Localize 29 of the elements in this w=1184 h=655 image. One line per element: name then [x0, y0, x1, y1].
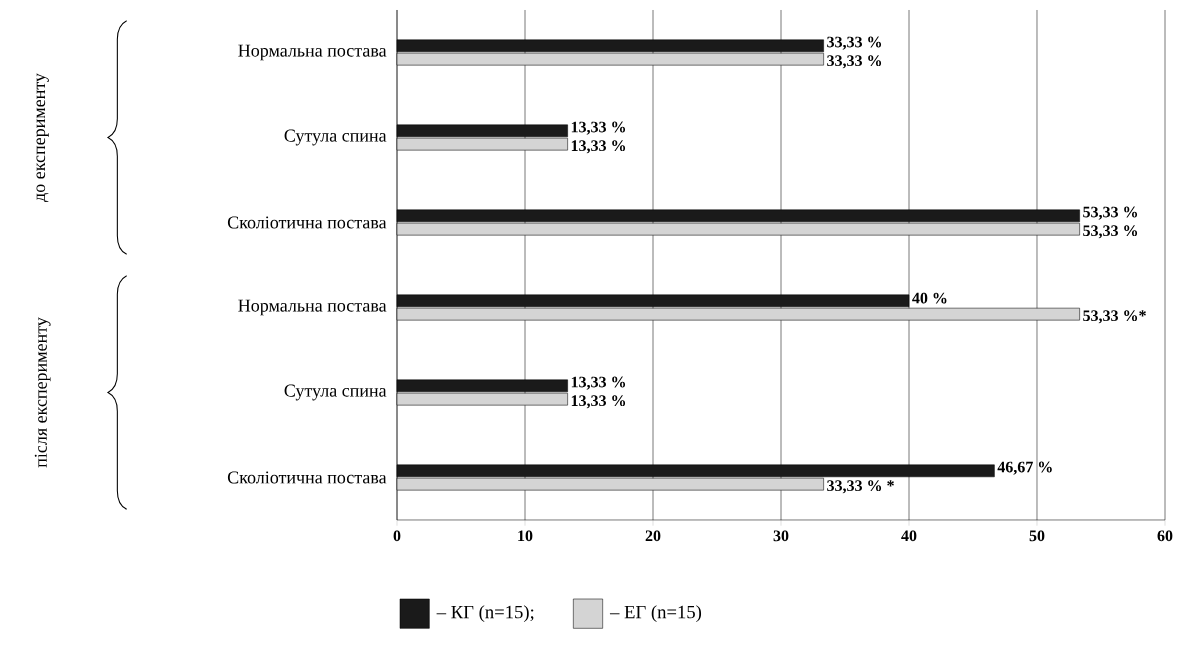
- data-label: 33,33 %: [827, 55, 882, 69]
- y-tick-label: Сколіотична постава: [227, 216, 387, 229]
- y-tick-label: Нормальна постава: [238, 299, 387, 316]
- x-tick-label: 20: [645, 530, 661, 542]
- text: до експерименту: [36, 73, 49, 202]
- legend-label: – КГ (n=15);: [436, 605, 534, 623]
- data-label: 46,67 %: [997, 461, 1052, 475]
- data-label: 13,33 %: [571, 121, 626, 135]
- data-label: 33,33 % *: [827, 480, 894, 494]
- data-label: 53,33 %: [1083, 225, 1138, 239]
- y-tick-label: Сутула спина: [284, 384, 387, 401]
- data-label: 33,33 %: [827, 36, 882, 50]
- x-tick-label: 0: [393, 530, 401, 542]
- y-tick-label: Сутула спина: [284, 129, 387, 146]
- data-label: 13,33 %: [571, 140, 626, 154]
- data-label: 13,33 %: [571, 395, 626, 409]
- data-label: 13,33 %: [571, 376, 626, 390]
- legend-label: – ЕГ (n=15): [609, 605, 702, 623]
- data-label: 40 %: [912, 292, 947, 304]
- data-label: 53,33 %*: [1083, 310, 1146, 324]
- x-tick-label: 30: [773, 530, 789, 542]
- x-tick-label: 40: [901, 530, 917, 542]
- y-tick-label: Нормальна постава: [238, 44, 387, 61]
- data-label: 53,33 %: [1083, 206, 1138, 220]
- text: після експерименту: [34, 317, 51, 468]
- x-tick-label: 60: [1157, 530, 1173, 542]
- x-tick-label: 10: [518, 530, 533, 542]
- x-tick-label: 50: [1029, 530, 1045, 542]
- y-tick-label: Сколіотична постава: [227, 471, 387, 484]
